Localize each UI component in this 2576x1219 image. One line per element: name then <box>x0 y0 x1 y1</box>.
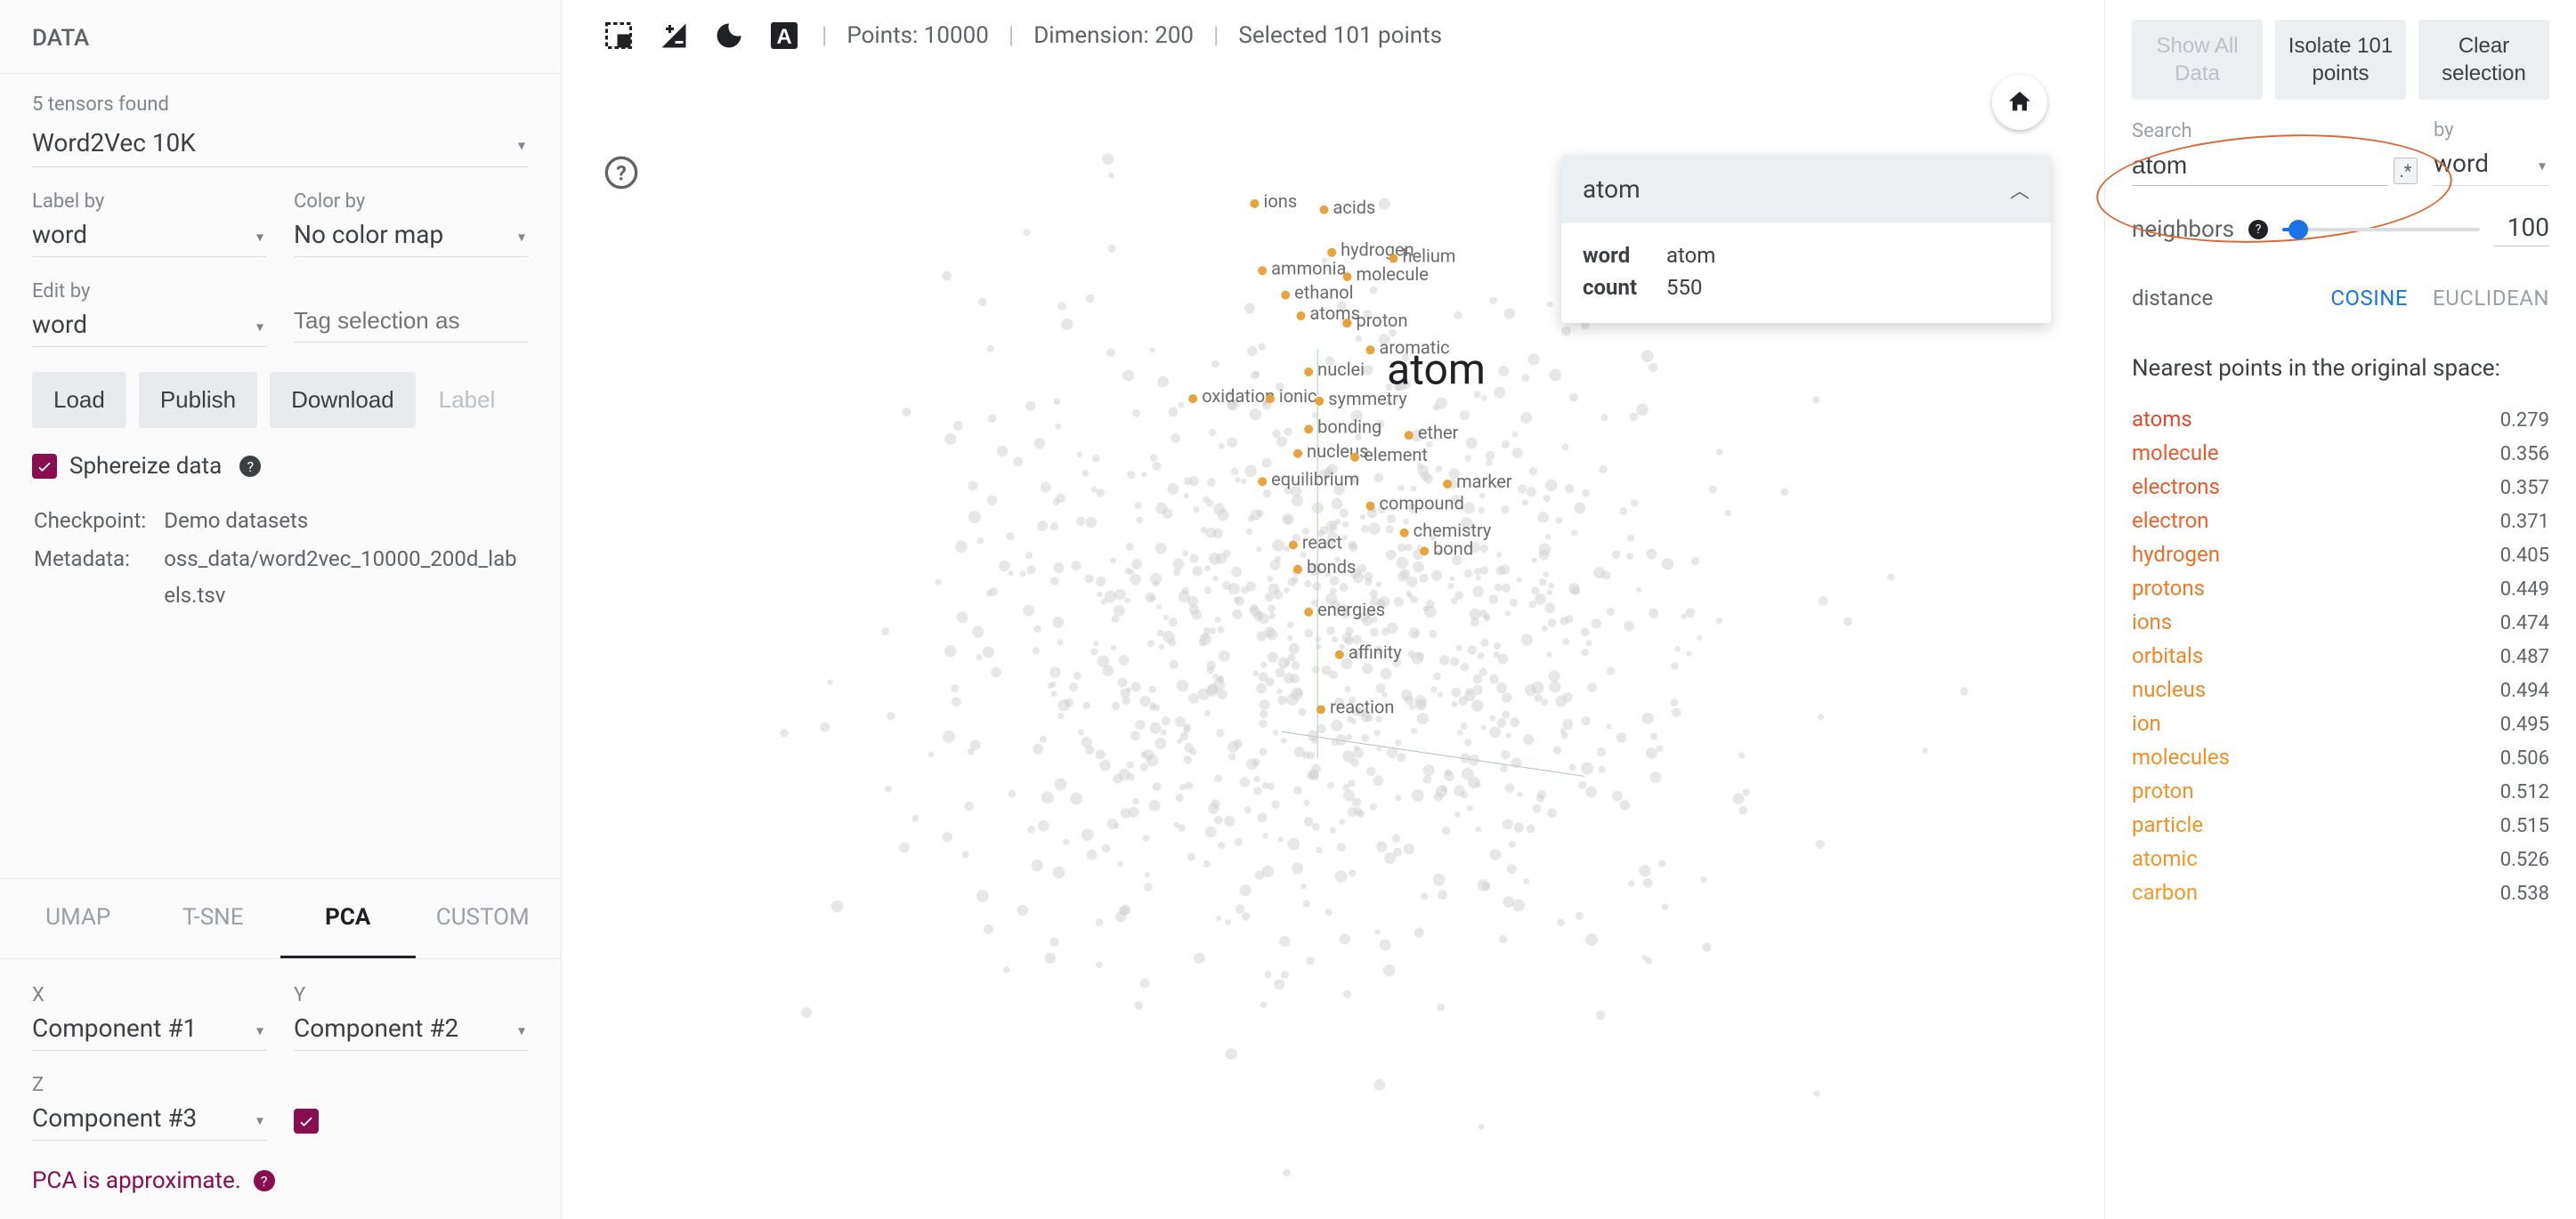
distance-cosine[interactable]: COSINE <box>2330 286 2408 311</box>
svg-text:oxidation: oxidation <box>1202 385 1275 407</box>
pca-x-label: X <box>32 984 267 1006</box>
pca-z-select[interactable]: Component #3 <box>32 1100 267 1141</box>
tensor-select[interactable]: Word2Vec 10K <box>32 123 529 167</box>
search-by-label: by <box>2434 119 2549 141</box>
nearest-item[interactable]: ions0.474 <box>2132 601 2549 634</box>
svg-text:ammonia: ammonia <box>1271 257 1346 279</box>
svg-text:ions: ions <box>1264 190 1298 212</box>
pca-y-label: Y <box>294 984 529 1006</box>
svg-text:ether: ether <box>1418 422 1459 443</box>
label-button[interactable]: Label <box>428 372 506 428</box>
svg-text:proton: proton <box>1356 310 1407 331</box>
svg-text:element: element <box>1364 444 1428 465</box>
nearest-item[interactable]: ion0.495 <box>2132 702 2549 736</box>
tab-custom[interactable]: CUSTOM <box>416 879 551 958</box>
neighbors-value[interactable]: 100 <box>2494 213 2549 246</box>
sphereize-checkbox[interactable] <box>32 454 57 479</box>
show-all-data-button[interactable]: Show All Data <box>2132 20 2263 100</box>
clear-selection-button[interactable]: Clear selection <box>2418 20 2549 100</box>
distance-euclidean[interactable]: EUCLIDEAN <box>2433 286 2549 311</box>
pca-z-checkbox[interactable] <box>294 1109 319 1134</box>
nearest-item[interactable]: molecule0.356 <box>2132 432 2549 465</box>
color-by-select[interactable]: No color map <box>294 216 529 257</box>
data-header: DATA <box>0 0 561 74</box>
svg-text:marker: marker <box>1456 471 1512 492</box>
label-by-label: Label by <box>32 190 267 213</box>
svg-text:bond: bond <box>1433 537 1473 559</box>
nearest-item[interactable]: atomic0.526 <box>2132 837 2549 871</box>
color-by-label: Color by <box>294 190 529 213</box>
tensors-found-label: 5 tensors found <box>32 93 529 116</box>
sphereize-help-icon[interactable]: ? <box>239 456 261 477</box>
tab-umap[interactable]: UMAP <box>11 879 146 958</box>
checkpoint-value: Demo datasets <box>164 503 527 539</box>
svg-text:energies: energies <box>1317 599 1385 620</box>
nearest-item[interactable]: nucleus0.494 <box>2132 668 2549 702</box>
popup-title: atom <box>1583 174 1640 204</box>
nearest-item[interactable]: protons0.449 <box>2132 567 2549 601</box>
selection-popup: atom ︿ wordatomcount550 <box>1561 155 2051 323</box>
nearest-points-header: Nearest points in the original space: <box>2132 355 2549 382</box>
tag-selection-input[interactable] <box>294 300 529 343</box>
load-button[interactable]: Load <box>32 372 126 428</box>
checkpoint-key: Checkpoint: <box>34 503 162 539</box>
nearest-item[interactable]: atoms0.279 <box>2132 398 2549 432</box>
popup-row: count550 <box>1583 271 2029 303</box>
publish-button[interactable]: Publish <box>139 372 257 428</box>
svg-text:equilibrium: equilibrium <box>1271 468 1359 489</box>
svg-text:compound: compound <box>1379 493 1463 514</box>
svg-text:reaction: reaction <box>1330 696 1394 717</box>
edit-by-label: Edit by <box>32 280 267 303</box>
svg-text:affinity: affinity <box>1349 642 1402 663</box>
metadata-value: oss_data/word2vec_10000_200d_labels.tsv <box>164 541 527 614</box>
svg-text:molecule: molecule <box>1356 263 1428 285</box>
svg-text:ethanol: ethanol <box>1294 282 1353 303</box>
pca-x-select[interactable]: Component #1 <box>32 1010 267 1051</box>
neighbors-slider[interactable] <box>2282 228 2480 231</box>
svg-text:atoms: atoms <box>1310 303 1361 324</box>
tab-t-sne[interactable]: T-SNE <box>146 879 281 958</box>
nearest-item[interactable]: orbitals0.487 <box>2132 634 2549 668</box>
nearest-item[interactable]: electrons0.357 <box>2132 465 2549 499</box>
isolate-points-button[interactable]: Isolate 101 points <box>2275 20 2406 100</box>
svg-text:acids: acids <box>1333 197 1376 218</box>
download-button[interactable]: Download <box>270 372 416 428</box>
tab-pca[interactable]: PCA <box>280 879 416 958</box>
nearest-item[interactable]: electron0.371 <box>2132 499 2549 533</box>
distance-label: distance <box>2132 286 2213 311</box>
pca-y-select[interactable]: Component #2 <box>294 1010 529 1051</box>
nearest-item[interactable]: particle0.515 <box>2132 803 2549 837</box>
pca-note: PCA is approximate. <box>32 1167 241 1194</box>
nearest-item[interactable]: hydrogen0.405 <box>2132 533 2549 567</box>
popup-collapse-icon[interactable]: ︿ <box>2010 175 2029 204</box>
sphereize-label: Sphereize data <box>69 453 222 480</box>
svg-text:bonding: bonding <box>1317 416 1381 437</box>
label-by-select[interactable]: word <box>32 216 267 257</box>
svg-text:nuclei: nuclei <box>1317 359 1365 380</box>
edit-by-select[interactable]: word <box>32 306 267 347</box>
nearest-item[interactable]: molecules0.506 <box>2132 736 2549 770</box>
svg-text:nucleus: nucleus <box>1307 440 1368 462</box>
nearest-item[interactable]: proton0.512 <box>2132 770 2549 803</box>
svg-text:aromatic: aromatic <box>1379 336 1449 358</box>
popup-row: wordatom <box>1583 239 2029 271</box>
metadata-key: Metadata: <box>34 541 162 614</box>
pca-z-label: Z <box>32 1074 267 1096</box>
svg-text:bonds: bonds <box>1307 556 1356 577</box>
svg-text:react: react <box>1302 532 1342 553</box>
svg-text:symmetry: symmetry <box>1328 388 1407 409</box>
pca-note-help-icon[interactable]: ? <box>254 1170 275 1191</box>
nearest-item[interactable]: carbon0.538 <box>2132 871 2549 905</box>
svg-text:ionic: ionic <box>1279 385 1317 407</box>
